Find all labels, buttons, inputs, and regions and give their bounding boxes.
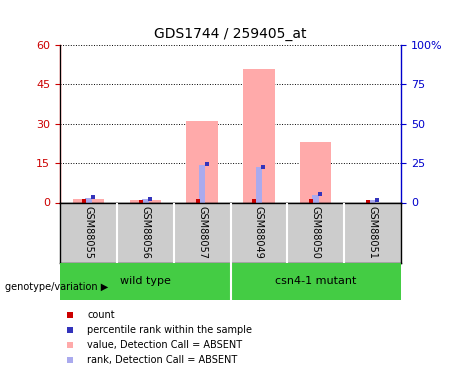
Text: csn4-1 mutant: csn4-1 mutant <box>275 276 356 286</box>
Bar <box>130 200 161 202</box>
Bar <box>85 198 92 202</box>
Bar <box>300 142 331 202</box>
Bar <box>142 200 148 202</box>
Text: GSM88055: GSM88055 <box>83 206 94 259</box>
Text: GSM88056: GSM88056 <box>140 206 150 259</box>
Bar <box>255 167 262 202</box>
Text: GSM88057: GSM88057 <box>197 206 207 259</box>
Bar <box>313 195 319 202</box>
Text: count: count <box>87 310 115 320</box>
Title: GDS1744 / 259405_at: GDS1744 / 259405_at <box>154 27 307 41</box>
Text: GSM88050: GSM88050 <box>311 206 321 259</box>
Bar <box>369 200 376 202</box>
Text: percentile rank within the sample: percentile rank within the sample <box>87 325 252 335</box>
Bar <box>186 121 218 202</box>
Text: GSM88051: GSM88051 <box>367 206 378 259</box>
Text: rank, Detection Call = ABSENT: rank, Detection Call = ABSENT <box>87 355 237 365</box>
Text: wild type: wild type <box>120 276 171 286</box>
Text: GSM88049: GSM88049 <box>254 206 264 259</box>
Bar <box>199 165 206 202</box>
Bar <box>243 69 275 203</box>
Text: genotype/variation ▶: genotype/variation ▶ <box>5 282 108 292</box>
Text: value, Detection Call = ABSENT: value, Detection Call = ABSENT <box>87 340 242 350</box>
Bar <box>73 199 104 202</box>
